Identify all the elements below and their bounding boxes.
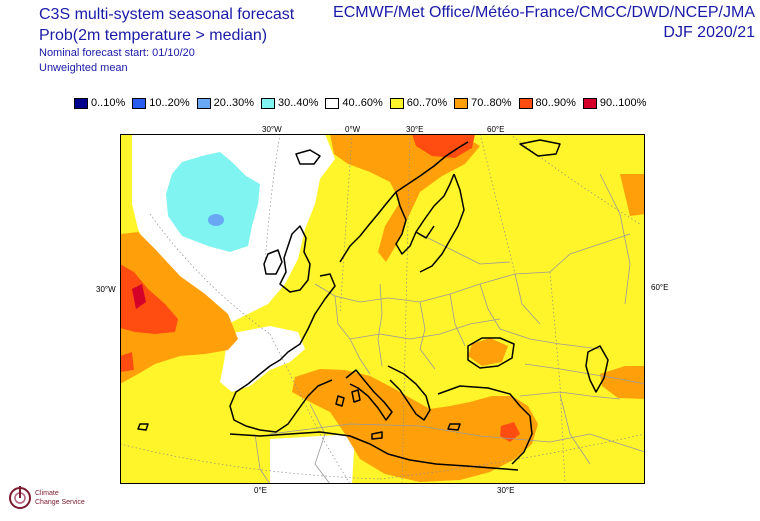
field-40-60-southwest — [270, 434, 355, 484]
logo-line-2: Change Service — [35, 499, 85, 506]
field-80-90-sw-atlantic — [120, 352, 134, 372]
lon-label-left: 30°W — [96, 285, 116, 294]
map-frame — [120, 134, 645, 484]
title-weighting: Unweighted mean — [39, 62, 128, 74]
title-variable: Prob(2m temperature > median) — [39, 27, 268, 44]
legend-label: 20..30% — [213, 97, 254, 109]
field-70-80-northeast — [620, 174, 645, 216]
climate-change-logo-icon — [9, 486, 31, 509]
title-season: DJF 2020/21 — [663, 24, 755, 41]
legend-swatch — [261, 97, 275, 109]
legend-label: 40..60% — [342, 97, 383, 109]
legend-item: 30..40% — [261, 97, 318, 109]
probability-map — [120, 134, 645, 484]
legend-swatch — [74, 97, 88, 109]
lon-label-top: 30°W — [262, 125, 282, 134]
lon-label-right: 60°E — [651, 283, 669, 292]
graticule — [120, 134, 645, 484]
legend-label: 30..40% — [278, 97, 319, 109]
field-70-80-east — [600, 366, 645, 399]
coastlines — [137, 139, 609, 471]
title-forecast-start: Nominal forecast start: 01/10/20 — [39, 47, 195, 59]
field-70-80-black-sea — [468, 338, 508, 366]
legend-item: 80..90% — [518, 97, 576, 109]
legend-swatch — [518, 97, 533, 109]
legend-swatch — [454, 97, 469, 109]
legend-label: 70..80% — [471, 97, 512, 109]
legend-item: 20..30% — [196, 97, 254, 109]
legend-label: 10..20% — [149, 97, 190, 109]
field-30-40-north-atlantic — [166, 152, 260, 252]
copernicus-logo: Climate Change Service — [5, 478, 105, 518]
field-70-80-west-atlantic — [120, 232, 238, 384]
legend-item: 60..70% — [389, 97, 448, 109]
legend-swatch — [196, 97, 211, 109]
title-product: C3S multi-system seasonal forecast — [39, 6, 295, 23]
legend-label: 60..70% — [406, 97, 448, 109]
field-20-30 — [208, 214, 224, 226]
legend-item: 0..10% — [74, 97, 125, 109]
field-80-90-barents — [412, 134, 475, 158]
legend-swatch — [132, 97, 147, 109]
legend-swatch — [582, 97, 597, 109]
lon-label-top: 30°E — [406, 125, 424, 134]
lon-label-top: 0°W — [345, 125, 361, 134]
lon-label-top: 60°E — [487, 125, 505, 134]
legend-item: 90..100% — [582, 97, 647, 109]
title-systems: ECMWF/Met Office/Météo-France/CMCC/DWD/N… — [333, 4, 755, 21]
legend-swatch — [389, 97, 404, 109]
legend-swatch — [325, 97, 340, 109]
legend-label: 90..100% — [599, 97, 647, 109]
field-90-100 — [132, 284, 146, 309]
probability-legend: 0..10% 10..20% 20..30% 30..40% 40..60% 6… — [74, 96, 653, 110]
legend-label: 80..90% — [535, 97, 576, 109]
country-borders — [254, 173, 645, 484]
field-40-60-iberia — [220, 326, 305, 392]
legend-item: 40..60% — [325, 97, 383, 109]
legend-item: 10..20% — [132, 97, 190, 109]
field-80-90-atlantic — [120, 264, 178, 334]
logo-line-1: Climate — [35, 490, 59, 497]
legend-label: 0..10% — [91, 97, 126, 109]
lon-label-bottom: 0°E — [254, 486, 267, 495]
field-80-90-east-med — [500, 422, 520, 442]
field-70-80-norway-sea — [330, 134, 480, 262]
legend-item: 70..80% — [454, 97, 512, 109]
lon-label-bottom: 30°E — [497, 486, 515, 495]
